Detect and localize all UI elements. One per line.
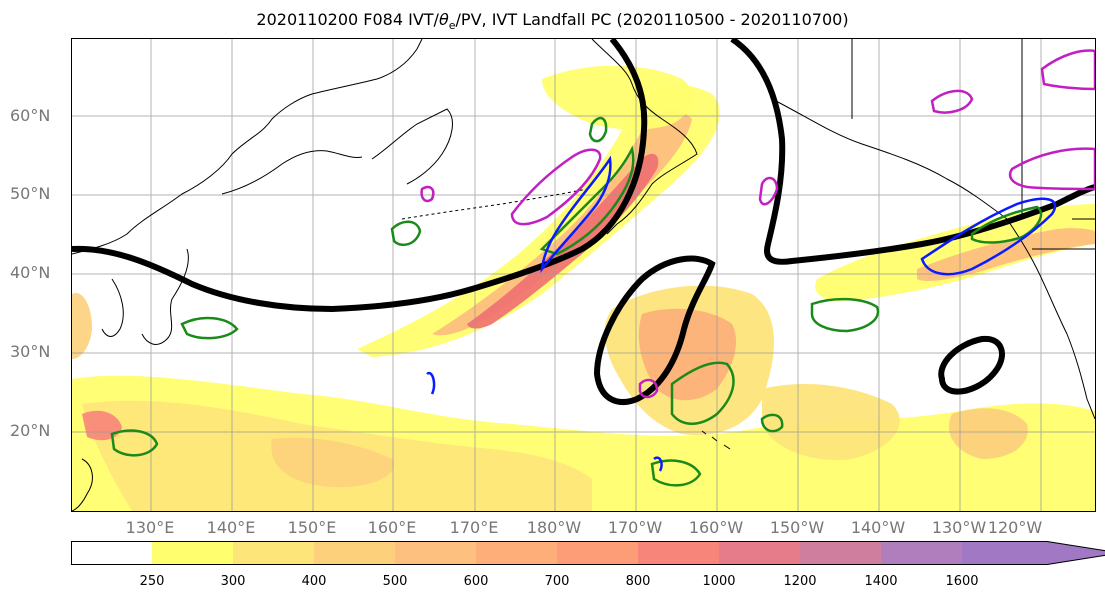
colorbar-segment-0: [71, 541, 152, 565]
magenta-contours: [420, 49, 1095, 399]
green-contour-alaska: [588, 116, 608, 143]
ivt-tropical-core: [271, 437, 394, 488]
colorbar-segment-9: [800, 541, 881, 565]
cb-tick-700: 700: [544, 574, 570, 589]
magenta-contour-central: [638, 378, 659, 399]
figure-title: 2020110200 F084 IVT/θe/PV, IVT Landfall …: [0, 10, 1105, 32]
colorbar-segment-7: [638, 541, 719, 565]
lon-label-160e: 160°E: [367, 518, 417, 537]
title-theta: θ: [438, 10, 449, 29]
lon-label-180w: 180°W: [526, 518, 582, 537]
cb-tick-300: 300: [220, 574, 246, 589]
lon-label-150e: 150°E: [287, 518, 337, 537]
colorbar-outline: [71, 541, 1105, 565]
colorbar-segment-3: [314, 541, 395, 565]
lat-label-50n: 50°N: [10, 184, 51, 203]
lon-label-140w: 140°W: [850, 518, 906, 537]
colorbar-segment-6: [557, 541, 638, 565]
theta-e-blue: [426, 155, 1057, 472]
ivt-alaska-plume: [542, 65, 693, 130]
lon-label-150w: 150°W: [769, 518, 825, 537]
lon-label-170w: 170°W: [607, 518, 663, 537]
ivt-atmospheric-river-core: [467, 153, 659, 329]
blue-contour-central: [426, 371, 663, 472]
ivt-eastern-band-outer: [815, 204, 1095, 301]
pv-contour-east-trough: [730, 39, 1095, 265]
magenta-contour-corner: [1040, 49, 1095, 91]
colorbar-segments: [71, 541, 1105, 565]
green-contour-misc: [760, 413, 784, 433]
colorbar: [71, 541, 1105, 565]
sea-of-okhotsk-coast: [221, 150, 363, 195]
colorbar-segment-1: [152, 541, 233, 565]
cb-tick-1000: 1000: [702, 574, 736, 589]
korea-coastline: [101, 278, 124, 337]
magenta-contour-north: [930, 89, 974, 114]
pv-cutoff-low: [593, 255, 716, 405]
green-contour-east: [810, 297, 880, 333]
magenta-contour-ar: [510, 148, 602, 226]
ivt-eastern-tropical-1: [762, 384, 900, 460]
green-contour-sw: [110, 429, 159, 457]
colorbar-segment-4: [395, 541, 476, 565]
lon-label-140e: 140°E: [206, 518, 256, 537]
lon-label-160w: 160°W: [688, 518, 744, 537]
ivt-shading: [72, 65, 1095, 511]
lon-label-170e: 170°E: [449, 518, 499, 537]
lon-label-120w: 120°W: [987, 518, 1043, 537]
kamchatka-coastline: [371, 108, 453, 185]
japan-coastline: [141, 248, 189, 345]
lat-label-20n: 20°N: [10, 421, 51, 440]
lon-label-130e: 130°E: [125, 518, 175, 537]
cb-tick-1200: 1200: [783, 574, 817, 589]
aleutian-chain: [401, 188, 588, 220]
magenta-contour-small: [420, 185, 435, 203]
cb-tick-400: 400: [301, 574, 327, 589]
cb-tick-250: 250: [139, 574, 165, 589]
ivt-eastern-band-core: [917, 228, 1095, 282]
colorbar-segment-5: [476, 541, 557, 565]
ivt-atmospheric-river-mid: [432, 109, 692, 336]
green-contour-nw: [390, 220, 422, 247]
ivt-japan-coast: [72, 293, 92, 359]
colorbar-segment-8: [719, 541, 800, 565]
green-contour-ne: [970, 205, 1043, 244]
green-contour-south: [650, 459, 702, 487]
title-subscript: e: [448, 19, 456, 33]
green-contour-japan: [180, 316, 239, 340]
blue-contour-ne: [920, 197, 1057, 276]
title-suffix: /PV, IVT Landfall PC (2020110500 - 20201…: [455, 10, 849, 29]
cb-tick-500: 500: [382, 574, 408, 589]
map-canvas: [72, 39, 1095, 511]
cb-tick-1400: 1400: [864, 574, 898, 589]
pv-contours: [72, 39, 1095, 405]
colorbar-segment-10: [881, 541, 962, 565]
title-prefix: 2020110200 F084 IVT/: [256, 10, 439, 29]
hawaii-islands: [701, 430, 731, 450]
ivt-eastern-tropical-2: [948, 408, 1028, 459]
cb-tick-800: 800: [625, 574, 651, 589]
philippines-coast: [72, 458, 93, 511]
pv-contour-west: [72, 39, 648, 313]
alaska-coastline: [591, 39, 698, 235]
cb-tick-1600: 1600: [945, 574, 979, 589]
canada-borders: [851, 39, 1095, 250]
map-gridlines: [72, 39, 1095, 511]
colorbar-segment-2: [233, 541, 314, 565]
magenta-contour-ne: [1008, 147, 1095, 191]
asia-coastline: [72, 39, 423, 255]
pv-small-closed: [938, 335, 1005, 395]
theta-e-green: [110, 116, 1043, 487]
cb-tick-600: 600: [463, 574, 489, 589]
colorbar-segment-11: [962, 541, 1105, 565]
lat-label-60n: 60°N: [10, 106, 51, 125]
green-contour-ar: [539, 145, 635, 256]
lon-label-130w: 130°W: [931, 518, 987, 537]
blue-contour-ar: [540, 155, 612, 274]
magenta-contour-alaska: [758, 176, 779, 206]
map-panel: [71, 38, 1096, 512]
green-contour-central: [670, 361, 735, 425]
lat-label-40n: 40°N: [10, 263, 51, 282]
lat-label-30n: 30°N: [10, 342, 51, 361]
